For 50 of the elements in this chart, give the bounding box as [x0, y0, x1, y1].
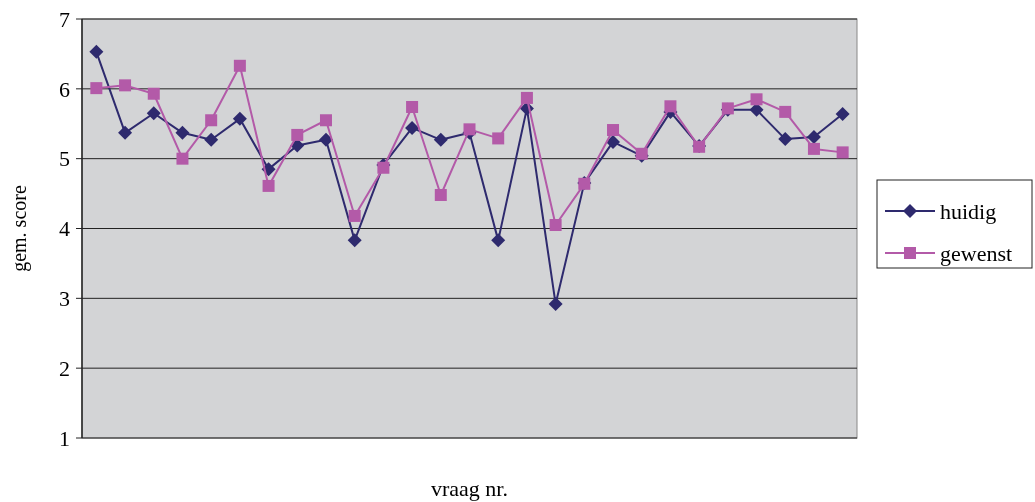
point: [318, 132, 333, 147]
y-tick-label: 5: [59, 146, 70, 172]
point: [146, 106, 161, 121]
point: [118, 125, 133, 140]
point: [750, 93, 763, 106]
point: [807, 142, 820, 155]
point: [806, 130, 821, 145]
point: [463, 123, 476, 136]
point: [291, 128, 304, 141]
point: [205, 114, 218, 127]
point: [262, 179, 275, 192]
point: [433, 132, 448, 147]
point: [492, 132, 505, 145]
point: [90, 82, 103, 95]
point: [835, 106, 850, 121]
point: [405, 120, 420, 135]
legend-label: gewenst: [940, 240, 1013, 266]
y-tick-label: 7: [59, 6, 70, 32]
point: [778, 132, 793, 147]
point: [348, 209, 361, 222]
point: [434, 188, 447, 201]
point: [175, 125, 190, 140]
legend-label: huidig: [940, 198, 997, 224]
point: [406, 100, 419, 113]
point: [377, 161, 390, 174]
point: [347, 233, 362, 248]
point: [520, 91, 533, 104]
point: [233, 59, 246, 72]
point: [491, 233, 506, 248]
point: [607, 124, 620, 137]
point: [89, 44, 104, 59]
point: [548, 296, 563, 311]
y-tick-label: 6: [59, 76, 70, 102]
y-tick-label: 1: [59, 425, 70, 451]
y-tick-label: 4: [59, 216, 70, 242]
point: [664, 100, 677, 113]
point: [606, 134, 621, 149]
point: [147, 87, 160, 100]
point: [232, 111, 247, 126]
point: [549, 219, 562, 232]
y-tick-label: 2: [59, 355, 70, 381]
point: [204, 132, 219, 147]
point: [176, 152, 189, 165]
y-tick-label: 3: [59, 286, 70, 312]
y-axis-title: gem. score: [8, 185, 31, 272]
point: [319, 114, 332, 127]
point: [779, 105, 792, 118]
point: [119, 79, 132, 92]
point: [836, 146, 849, 159]
x-axis-title: vraag nr.: [431, 476, 508, 501]
